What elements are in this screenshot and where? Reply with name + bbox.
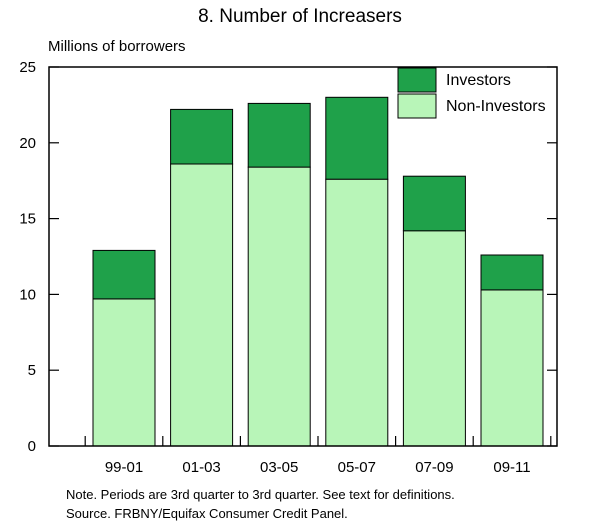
y-tick-label: 25	[19, 59, 36, 76]
y-axis-label: Millions of borrowers	[48, 38, 186, 55]
chart-title: 8. Number of Increasers	[198, 6, 402, 27]
bar-non-investors-07-09	[402, 230, 466, 447]
x-axis-ticks: 99-01 01-03 03-05 05-07 07-09 09-11	[84, 436, 552, 476]
bar-non-investors-05-07	[325, 178, 389, 447]
legend-label-non-investors: Non-Investors	[446, 98, 546, 115]
legend: Investors Non-Investors	[397, 67, 546, 119]
y-axis-ticks: 0 5 10 15 20 25	[19, 59, 557, 455]
footnote-periods: Note. Periods are 3rd quarter to 3rd qua…	[66, 487, 455, 502]
bar-non-investors-09-11	[480, 289, 544, 447]
y-tick-label: 20	[19, 135, 36, 152]
y-tick-label: 5	[28, 362, 36, 379]
bar-investors-05-07	[325, 96, 389, 180]
y-tick-label: 10	[19, 286, 36, 303]
bars-layer	[92, 96, 544, 447]
legend-swatch-investors	[397, 67, 437, 93]
y-tick-label: 15	[19, 211, 36, 228]
bar-investors-09-11	[480, 254, 544, 291]
bar-investors-01-03	[170, 108, 234, 165]
bar-investors-07-09	[402, 175, 466, 232]
x-tick-label: 05-07	[338, 459, 376, 476]
legend-swatch-non-investors	[397, 93, 437, 119]
x-tick-label: 09-11	[493, 459, 530, 476]
x-tick-label: 07-09	[415, 459, 453, 476]
bar-non-investors-99-01	[92, 298, 156, 447]
bar-investors-03-05	[247, 102, 311, 168]
y-tick-label: 0	[28, 438, 36, 455]
x-tick-label: 03-05	[260, 459, 298, 476]
footnote-source: Source. FRBNY/Equifax Consumer Credit Pa…	[66, 506, 348, 521]
legend-label-investors: Investors	[446, 72, 511, 89]
bar-non-investors-03-05	[247, 166, 311, 447]
x-tick-label: 99-01	[105, 459, 143, 476]
bar-non-investors-01-03	[170, 163, 234, 447]
plot-frame	[48, 66, 558, 447]
x-tick-label: 01-03	[182, 459, 220, 476]
bar-investors-99-01	[92, 249, 156, 300]
